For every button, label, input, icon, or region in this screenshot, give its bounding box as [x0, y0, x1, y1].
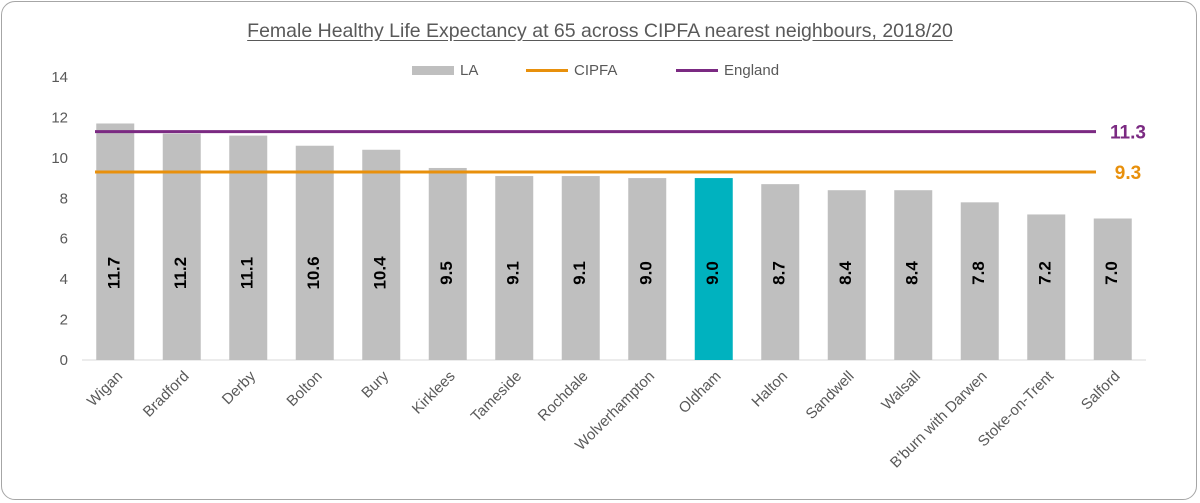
legend-item-la: LA	[412, 62, 478, 79]
legend-swatch-la	[412, 66, 454, 75]
y-tick-label: 6	[60, 231, 68, 248]
x-tick-label: Wigan	[84, 368, 126, 410]
y-tick-label: 4	[60, 271, 68, 288]
chart-legend: LA CIPFA England	[0, 62, 1200, 82]
bar-value-label: 10.6	[304, 256, 323, 289]
x-tick-label: Derby	[219, 367, 260, 408]
x-tick-label: Kirklees	[409, 368, 459, 418]
y-tick-label: 8	[60, 190, 68, 207]
cipfa-value-label: 9.3	[1115, 163, 1141, 184]
legend-label-cipfa: CIPFA	[574, 62, 618, 79]
y-tick-label: 12	[51, 109, 68, 126]
bar	[628, 178, 667, 360]
y-tick-label: 2	[60, 312, 68, 329]
england-value-label: 11.3	[1110, 123, 1146, 144]
bar	[362, 149, 401, 360]
legend-swatch-england	[676, 69, 718, 72]
bar-value-label: 11.1	[238, 257, 257, 289]
bar	[561, 176, 600, 360]
bar	[1093, 218, 1132, 360]
bar-value-label: 11.2	[171, 257, 190, 289]
bar-value-label: 9.0	[703, 261, 722, 285]
legend-swatch-cipfa	[526, 69, 568, 72]
bar	[162, 133, 201, 360]
bar	[960, 202, 999, 360]
bar-value-label: 9.0	[637, 261, 656, 285]
x-tick-label: Tameside	[468, 368, 525, 425]
bar	[229, 135, 268, 360]
bar	[495, 176, 534, 360]
x-tick-label: Bolton	[283, 368, 325, 410]
x-tick-label: Rochdale	[535, 368, 592, 425]
bar-value-label: 9.1	[570, 261, 589, 285]
bar-value-label: 8.4	[836, 261, 855, 285]
legend-label-la: LA	[460, 62, 479, 79]
bar	[96, 123, 135, 360]
x-tick-label: Walsall	[878, 368, 924, 414]
chart-title: Female Healthy Life Expectancy at 65 acr…	[247, 20, 953, 42]
bar-value-label: 7.8	[969, 261, 988, 285]
x-tick-label: Bury	[358, 367, 392, 401]
x-tick-label: Halton	[748, 368, 791, 411]
bar	[428, 167, 467, 360]
bar-value-label: 7.0	[1102, 261, 1121, 285]
y-tick-label: 10	[51, 150, 68, 167]
bar	[827, 190, 866, 360]
y-tick-label: 0	[60, 352, 68, 369]
y-tick-label: 14	[51, 69, 68, 86]
bar	[894, 190, 933, 360]
legend-item-cipfa: CIPFA	[526, 62, 617, 79]
bar-value-label: 8.4	[903, 261, 922, 285]
bar-value-label: 9.1	[504, 261, 523, 285]
legend-item-england: England	[676, 62, 779, 79]
bar-value-label: 8.7	[770, 261, 789, 285]
legend-label-england: England	[724, 62, 780, 79]
bar	[295, 145, 334, 360]
x-tick-label: Oldham	[675, 368, 724, 417]
bar	[761, 184, 800, 360]
bar-value-label: 7.2	[1036, 261, 1055, 285]
bar-value-label: 10.4	[371, 256, 390, 290]
bar	[1027, 214, 1066, 360]
bar-value-label: 11.7	[105, 257, 124, 289]
bar-value-label: 9.5	[437, 261, 456, 285]
x-tick-label: Sandwell	[803, 368, 858, 423]
x-tick-label: Salford	[1078, 368, 1124, 414]
bar	[694, 178, 733, 360]
x-tick-label: Bradford	[140, 368, 193, 421]
